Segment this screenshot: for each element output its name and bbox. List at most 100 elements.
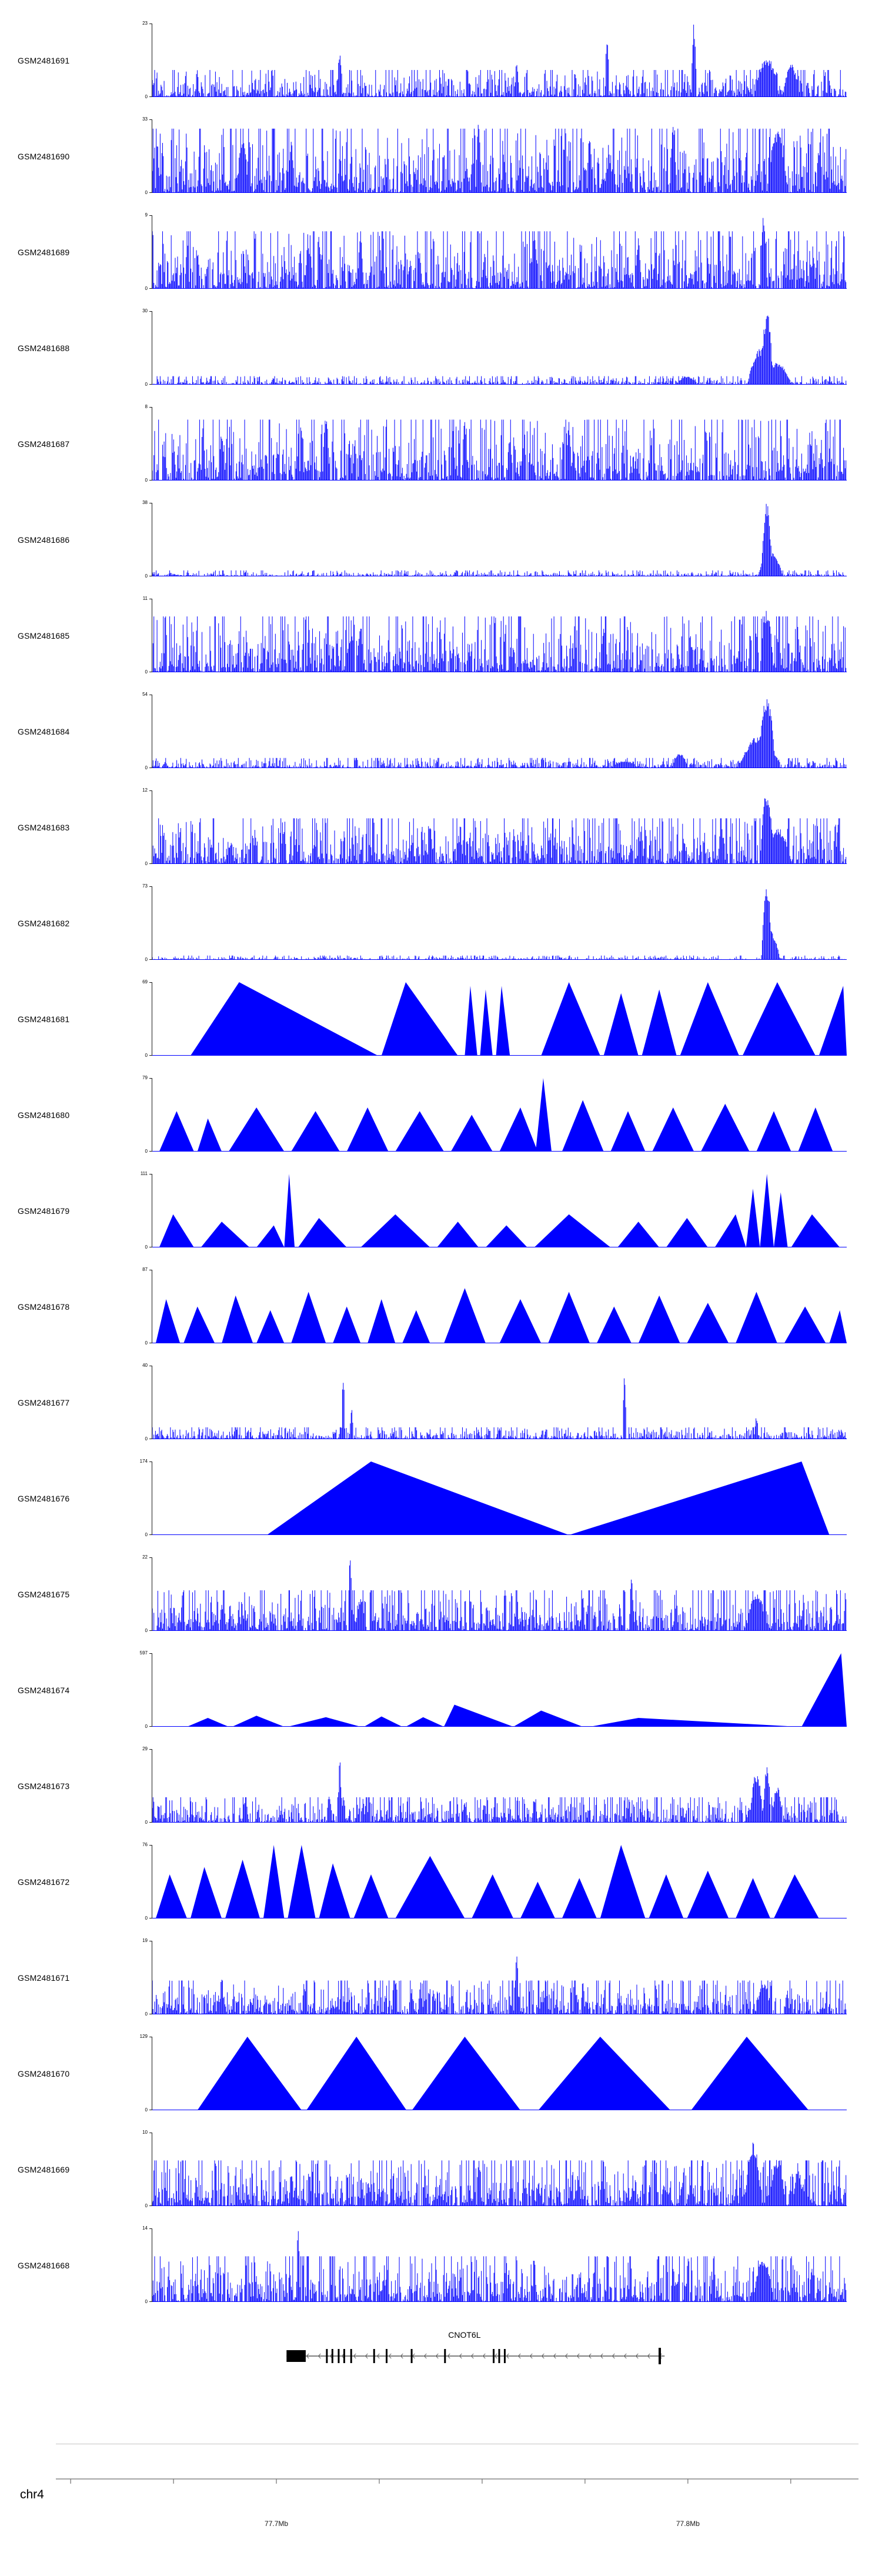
- track-name-label: GSM2481668: [18, 2261, 70, 2270]
- yaxis-max-label: 19: [142, 1938, 148, 1943]
- track-row: GSM2481673 29 0: [0, 1743, 882, 1839]
- track-plot: 23 0: [142, 21, 847, 99]
- yaxis-max-label: 87: [142, 1267, 148, 1272]
- signal-path: [152, 2143, 847, 2206]
- yaxis-max-label: 29: [142, 1746, 148, 1751]
- track-name-label: GSM2481672: [18, 1877, 70, 1887]
- coverage-signal: [152, 699, 847, 768]
- track-name-label: GSM2481680: [18, 1110, 70, 1120]
- yaxis-max-label: 597: [139, 1650, 148, 1656]
- yaxis-tick: [149, 2205, 152, 2206]
- track-plot: 69 0: [142, 980, 847, 1058]
- track-plot: 22 0: [142, 1555, 847, 1633]
- yaxis-tick: [149, 1726, 152, 1727]
- track-name-label: GSM2481679: [18, 1206, 70, 1216]
- yaxis-zero-label: 0: [145, 2011, 148, 2017]
- track-row: GSM2481682 73 0: [0, 880, 882, 976]
- track-name-label: GSM2481682: [18, 919, 70, 928]
- gene-name-label: CNOT6L: [448, 2330, 481, 2340]
- yaxis-max-label: 73: [142, 883, 148, 889]
- coverage-signal: [152, 1560, 847, 1631]
- yaxis-tick: [149, 311, 152, 312]
- peak-signal: [152, 1078, 847, 1152]
- yaxis-max-label: 69: [142, 979, 148, 985]
- signal-path: [155, 1845, 819, 1918]
- yaxis-zero-label: 0: [145, 669, 148, 675]
- signal-path: [152, 699, 847, 768]
- yaxis-max-label: 23: [142, 21, 148, 26]
- track-row: GSM2481681 69 0: [0, 976, 882, 1072]
- track-name-label: GSM2481687: [18, 439, 70, 449]
- track-plot: 76 0: [142, 1843, 847, 1921]
- coverage-signal: [152, 24, 847, 97]
- yaxis-tick: [149, 407, 152, 408]
- signal-path: [187, 1653, 847, 1727]
- yaxis-max-label: 111: [140, 1171, 148, 1176]
- yaxis-zero-label: 0: [145, 190, 148, 195]
- signal-path: [190, 982, 847, 1056]
- coverage-signal: [152, 315, 847, 385]
- track-name-label: GSM2481671: [18, 1973, 70, 1983]
- track-plot: 54 0: [142, 692, 847, 770]
- track-name-label: GSM2481673: [18, 1781, 70, 1791]
- track-row: GSM2481687 8 0: [0, 401, 882, 497]
- yaxis-zero-label: 0: [145, 2203, 148, 2208]
- yaxis-zero-label: 0: [145, 2299, 148, 2304]
- track-name-label: GSM2481670: [18, 2069, 70, 2078]
- yaxis-tick: [149, 982, 152, 983]
- yaxis-tick: [149, 288, 152, 289]
- coverage-signal: [152, 503, 847, 576]
- coverage-signal: [152, 419, 847, 481]
- track-plot: 12 0: [142, 788, 847, 866]
- signal-path: [152, 2231, 847, 2302]
- yaxis-zero-label: 0: [145, 1820, 148, 1825]
- yaxis-zero-label: 0: [145, 1532, 148, 1537]
- track-name-label: GSM2481677: [18, 1398, 70, 1407]
- yaxis-zero-label: 0: [145, 573, 148, 579]
- signal-path: [152, 1762, 847, 1823]
- yaxis-max-label: 54: [142, 692, 148, 697]
- yaxis-max-label: 14: [142, 2225, 148, 2231]
- coverage-signal: [152, 125, 847, 193]
- signal-path: [152, 218, 847, 289]
- track-name-label: GSM2481675: [18, 1590, 70, 1599]
- track-plot: 79 0: [142, 1076, 847, 1154]
- track-row: GSM2481688 30 0: [0, 305, 882, 401]
- yaxis-zero-label: 0: [145, 286, 148, 291]
- track-row: GSM2481678 87 0: [0, 1264, 882, 1360]
- track-row: GSM2481686 38 0: [0, 497, 882, 593]
- yaxis-zero-label: 0: [145, 957, 148, 962]
- yaxis-max-label: 79: [142, 1075, 148, 1080]
- track-plot: 29 0: [142, 1747, 847, 1825]
- yaxis-max-label: 30: [142, 308, 148, 313]
- track-name-label: GSM2481691: [18, 56, 70, 65]
- track-name-label: GSM2481676: [18, 1494, 70, 1503]
- track-row: GSM2481690 33 0: [0, 114, 882, 209]
- yaxis-zero-label: 0: [145, 94, 148, 99]
- yaxis-zero-label: 0: [145, 1436, 148, 1442]
- track-plot: 174 0: [140, 1459, 847, 1537]
- yaxis-tick: [149, 384, 152, 385]
- track-plot: 111 0: [141, 1172, 847, 1250]
- yaxis-zero-label: 0: [145, 1244, 148, 1250]
- peak-signal: [152, 2037, 847, 2110]
- yaxis-zero-label: 0: [145, 1149, 148, 1154]
- track-name-label: GSM2481678: [18, 1302, 70, 1312]
- peak-signal: [152, 1174, 847, 1247]
- track-row: GSM2481691 23 0: [0, 18, 882, 114]
- yaxis-tick: [149, 1557, 152, 1558]
- track-row: GSM2481675 22 0: [0, 1551, 882, 1647]
- yaxis-max-label: 9: [145, 212, 148, 218]
- track-name-label: GSM2481684: [18, 727, 70, 736]
- yaxis-max-label: 8: [145, 404, 148, 409]
- track-plot: 19 0: [142, 1938, 847, 2017]
- signal-path: [152, 610, 847, 672]
- track-name-label: GSM2481685: [18, 631, 70, 640]
- track-plot: 87 0: [142, 1267, 847, 1346]
- yaxis-tick: [149, 1461, 152, 1462]
- track-row: GSM2481680 79 0: [0, 1072, 882, 1168]
- yaxis-tick: [149, 790, 152, 791]
- yaxis-max-label: 12: [142, 788, 148, 793]
- yaxis-tick: [149, 1534, 152, 1535]
- coverage-signal: [152, 2143, 847, 2206]
